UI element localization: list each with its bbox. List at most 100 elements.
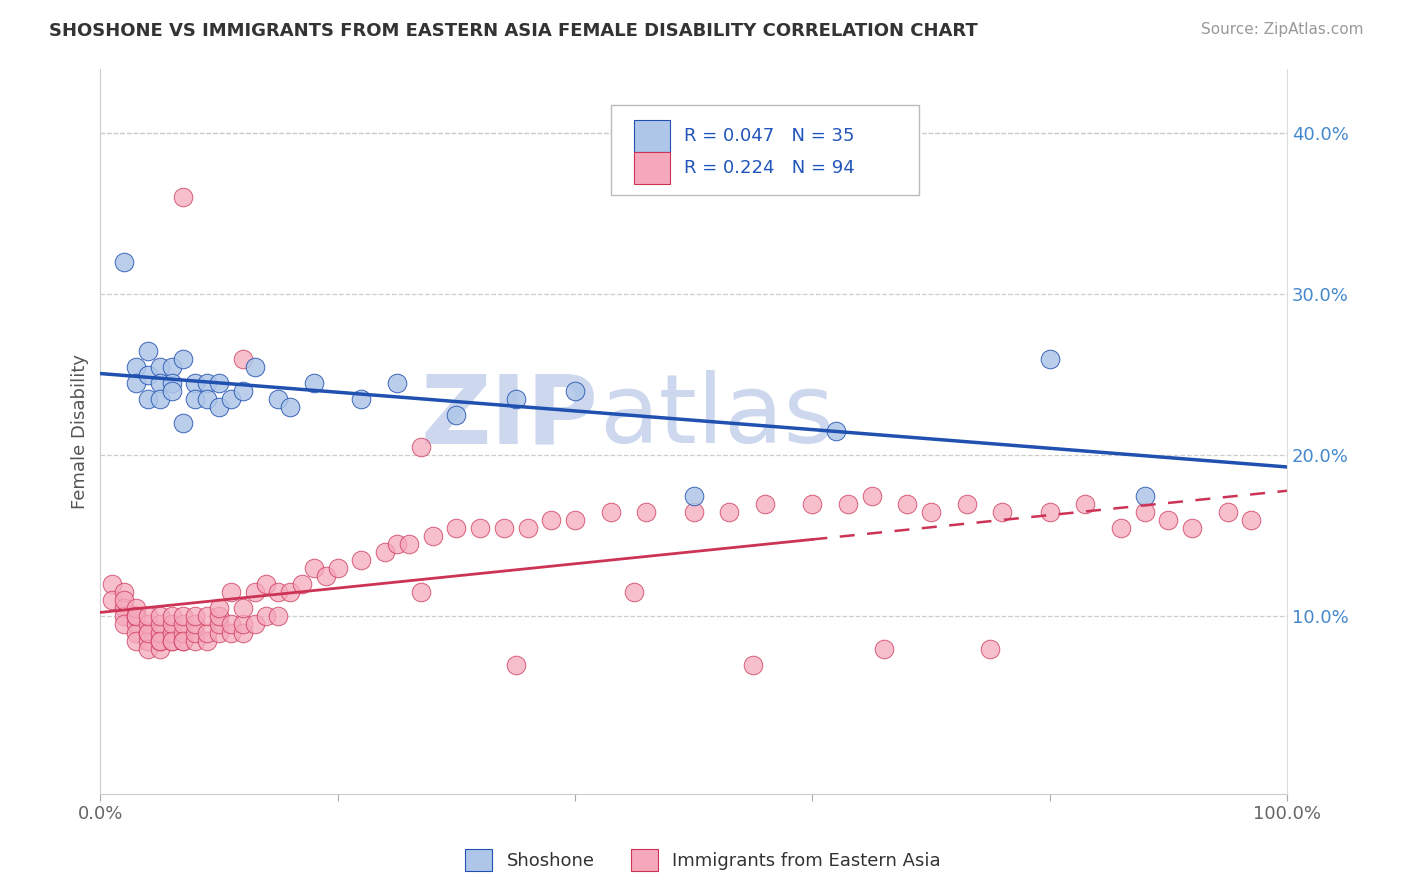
Point [302,561,325,575]
Point [1109,521,1132,535]
Point [149,633,172,648]
Point [208,625,231,640]
Point [232,384,254,398]
Text: ZIP: ZIP [420,370,599,463]
Point [172,633,194,648]
Point [302,376,325,390]
Point [492,521,515,535]
Point [125,359,148,374]
Point [350,553,373,567]
Point [195,625,218,640]
Point [326,561,349,575]
Point [125,609,148,624]
Point [149,359,172,374]
Point [195,376,218,390]
Point [149,609,172,624]
Point [682,489,704,503]
Point [112,585,135,599]
Point [160,633,183,648]
Text: Source: ZipAtlas.com: Source: ZipAtlas.com [1201,22,1364,37]
Point [172,351,194,366]
Point [208,617,231,632]
Point [825,424,848,438]
Point [136,392,159,406]
Point [505,392,527,406]
Point [801,497,824,511]
Point [564,513,586,527]
Point [991,505,1014,519]
Point [219,585,242,599]
Point [125,625,148,640]
Point [149,376,172,390]
Point [149,625,172,640]
Point [256,609,278,624]
Text: atlas: atlas [599,370,834,463]
Point [409,440,432,454]
Point [1133,505,1156,519]
Y-axis label: Female Disability: Female Disability [72,353,89,508]
Point [136,625,159,640]
Point [516,521,538,535]
Point [623,585,645,599]
Text: R = 0.224   N = 94: R = 0.224 N = 94 [685,159,855,177]
Point [243,359,266,374]
Point [125,376,148,390]
Point [160,617,183,632]
Point [837,497,859,511]
Point [385,537,408,551]
Point [195,609,218,624]
Point [979,641,1001,656]
Point [232,625,254,640]
Point [136,343,159,358]
Point [112,617,135,632]
Point [446,521,468,535]
Point [315,569,337,583]
Point [112,593,135,607]
Point [125,609,148,624]
Point [136,641,159,656]
FancyBboxPatch shape [634,120,671,153]
Point [172,609,194,624]
Point [184,617,207,632]
Point [1133,489,1156,503]
Point [742,657,765,672]
Point [125,617,148,632]
Point [136,617,159,632]
Point [136,633,159,648]
Point [112,601,135,615]
Point [219,392,242,406]
Point [219,625,242,640]
Point [1240,513,1263,527]
Point [1039,505,1062,519]
Point [243,617,266,632]
Legend: Shoshone, Immigrants from Eastern Asia: Shoshone, Immigrants from Eastern Asia [458,842,948,879]
Point [172,416,194,430]
Point [267,585,290,599]
Point [149,641,172,656]
Point [232,601,254,615]
FancyBboxPatch shape [634,152,671,184]
Point [682,505,704,519]
Point [446,408,468,422]
Point [920,505,942,519]
FancyBboxPatch shape [610,104,920,195]
Point [1039,351,1062,366]
Point [208,609,231,624]
Point [278,585,301,599]
Point [1074,497,1097,511]
Point [243,585,266,599]
Point [195,392,218,406]
Point [219,617,242,632]
Point [160,384,183,398]
Point [184,609,207,624]
Point [1157,513,1180,527]
Point [172,625,194,640]
Point [374,545,396,559]
Point [1216,505,1239,519]
Text: R = 0.047   N = 35: R = 0.047 N = 35 [685,127,855,145]
Point [184,633,207,648]
Point [136,625,159,640]
Point [278,400,301,414]
Point [195,633,218,648]
Point [160,359,183,374]
